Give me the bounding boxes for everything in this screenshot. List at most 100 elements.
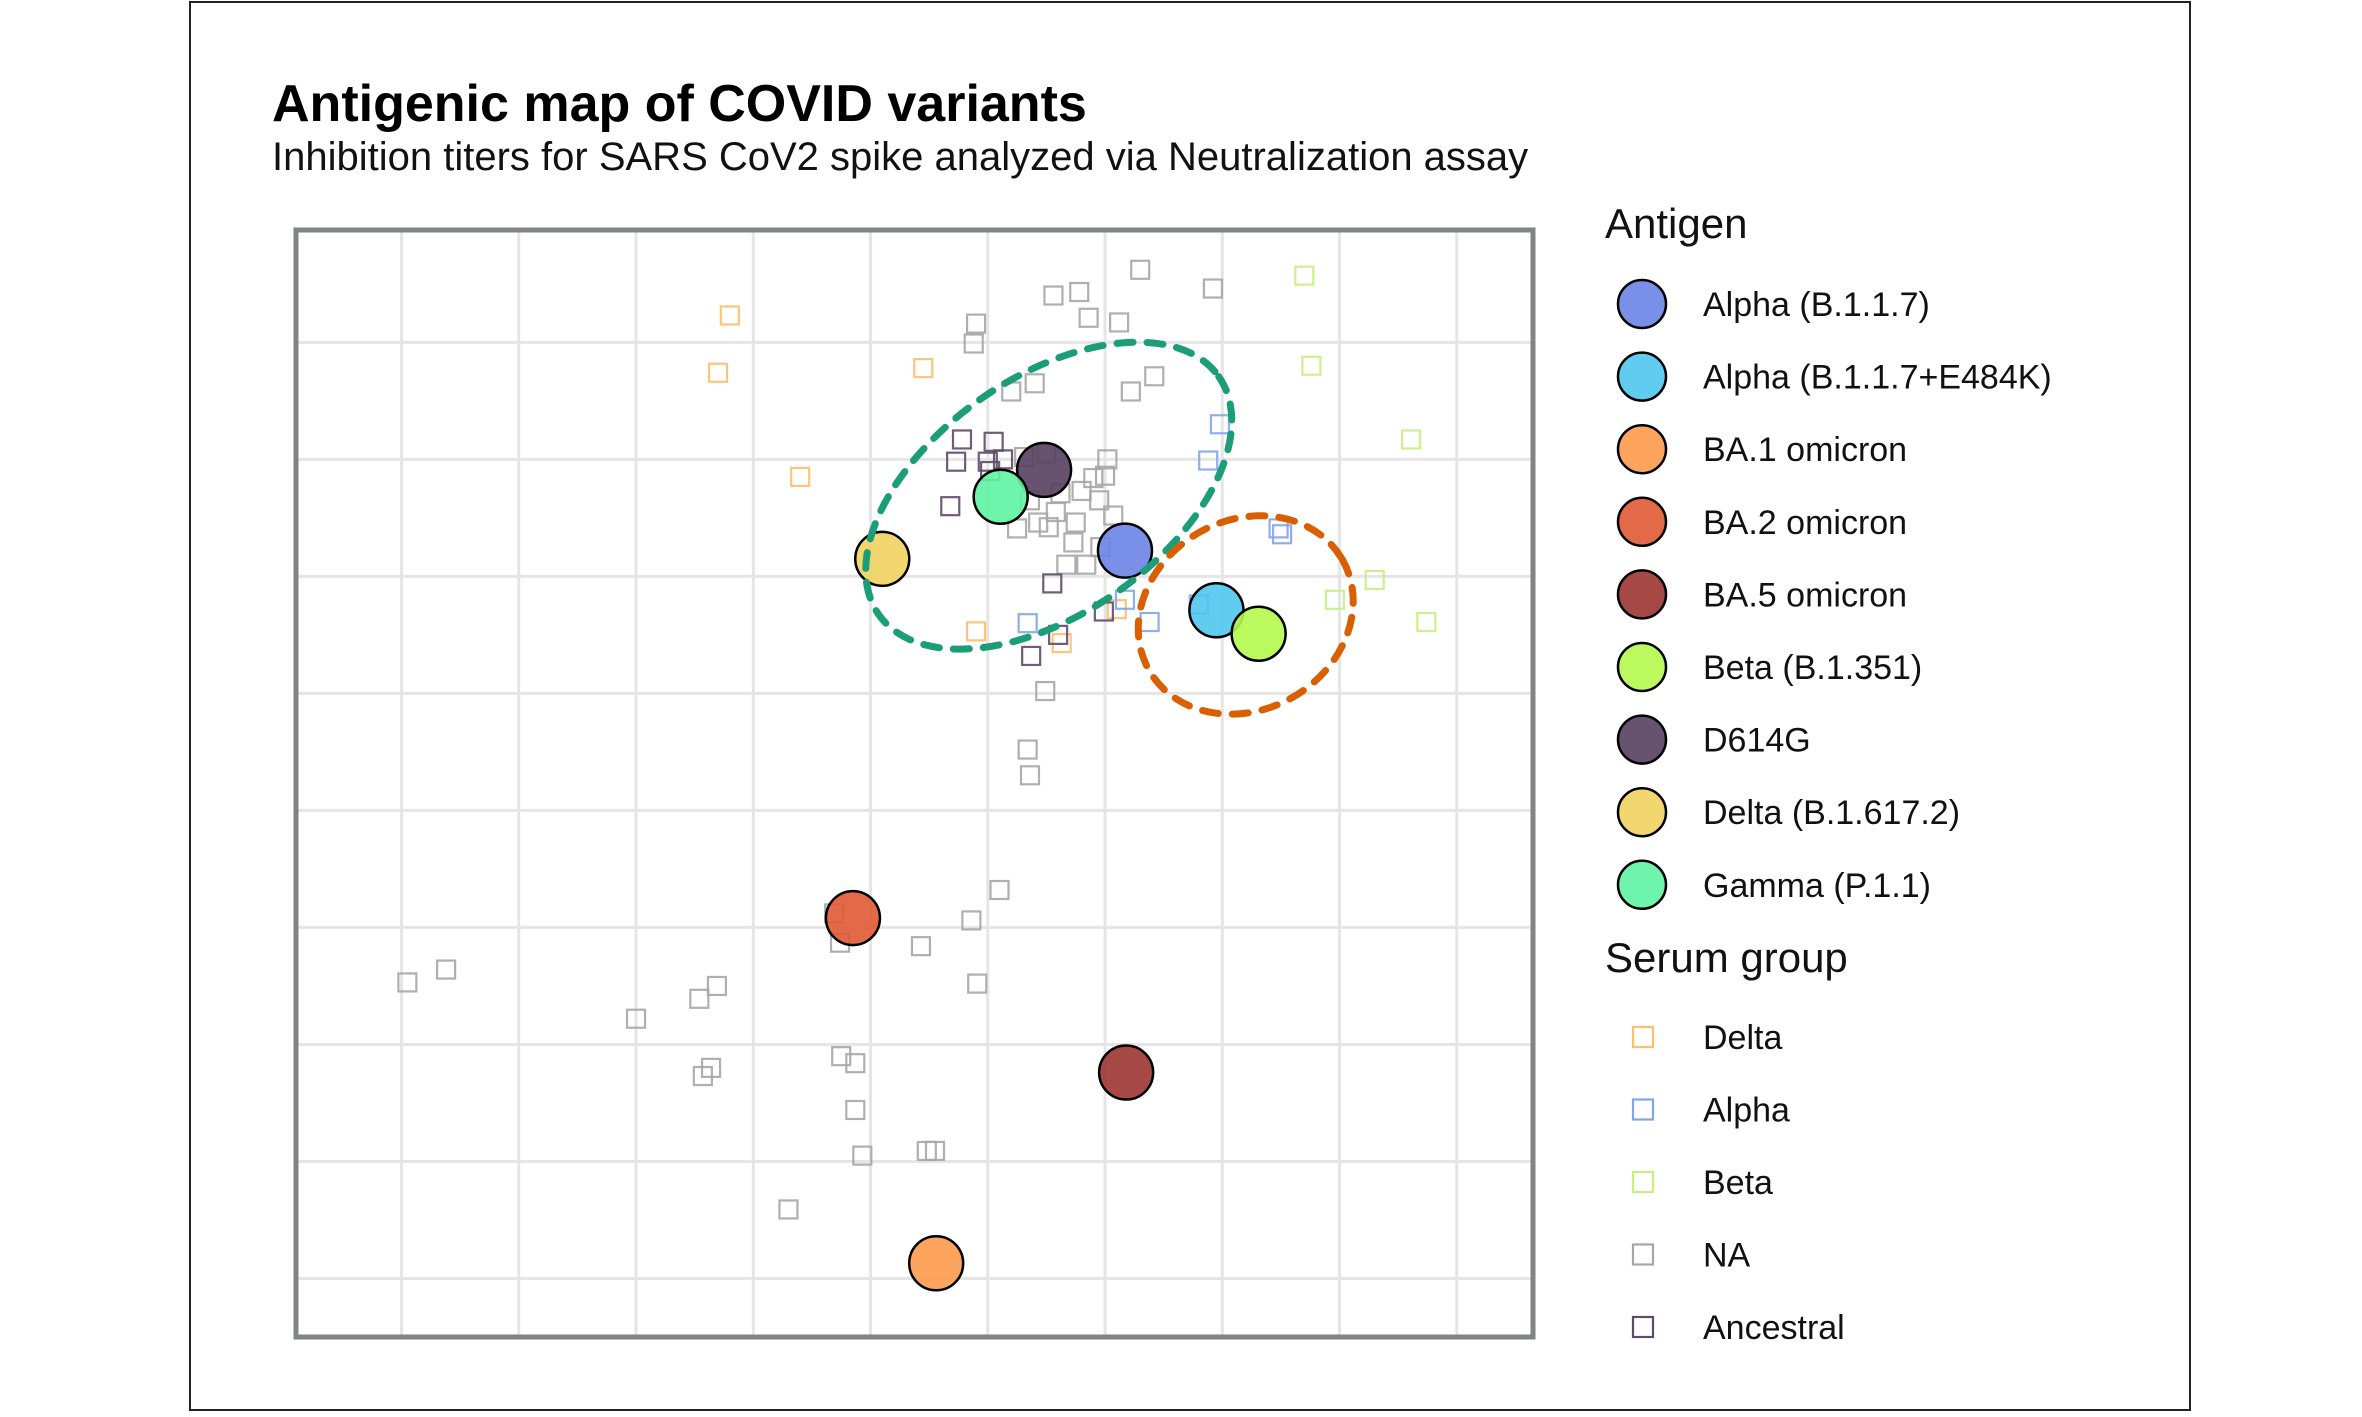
serum-point-alpha xyxy=(1114,589,1136,610)
serum-point-na xyxy=(1017,739,1038,760)
legend: Antigen Alpha (B.1.1.7) Alpha (B.1.1.7+E48… xyxy=(1605,200,2052,1347)
serum-point-na xyxy=(1083,467,1104,489)
antigen-point xyxy=(907,1235,965,1292)
serum-point-na xyxy=(1078,307,1099,328)
serum-point-na xyxy=(1045,501,1066,523)
legend-key-antigen xyxy=(1616,859,1668,911)
panel-background xyxy=(296,230,1533,1337)
serum-point-beta xyxy=(1364,569,1385,590)
legend-label-antigen: BA.1 omicron xyxy=(1703,431,1907,469)
serum-point-ancestral xyxy=(992,449,1014,470)
serum-point-delta xyxy=(708,362,729,383)
serum-point-ancestral xyxy=(940,496,961,517)
legend-label-antigen: BA.5 omicron xyxy=(1703,576,1907,614)
legend-key-serum xyxy=(1631,1315,1655,1339)
serum-point-beta xyxy=(1301,355,1322,376)
legend-label-serum: Alpha xyxy=(1703,1092,1790,1130)
serum-point-na xyxy=(1130,259,1151,280)
serum-point-na xyxy=(1019,765,1041,786)
legend-label-serum: Beta xyxy=(1703,1164,1773,1202)
panel-border xyxy=(293,227,1536,1340)
serum-point-na xyxy=(845,1099,866,1121)
serum-point-na xyxy=(397,972,418,993)
legend-label-antigen: D614G xyxy=(1703,722,1811,760)
legend-label-serum: Ancestral xyxy=(1703,1309,1845,1347)
legend-key-serum xyxy=(1631,1025,1655,1049)
serum-point-na xyxy=(706,975,728,997)
serum-point-na xyxy=(1043,285,1064,306)
legend-title-serum: Serum group xyxy=(1605,934,1848,981)
serum-point-beta xyxy=(1416,611,1437,633)
antigen-point xyxy=(1230,605,1287,662)
serum-point-na xyxy=(1035,680,1056,702)
antigen-point xyxy=(824,889,882,947)
legend-label-antigen: Beta (B.1.351) xyxy=(1703,649,1922,687)
legend-label-serum: Delta xyxy=(1703,1019,1782,1057)
serum-point-alpha xyxy=(1017,613,1038,634)
serum-point-na xyxy=(435,959,457,980)
serum-point-na xyxy=(1094,465,1116,486)
serum-point-na xyxy=(1202,278,1224,299)
serum-point-beta xyxy=(1400,429,1422,450)
legend-key-serum xyxy=(1631,1170,1655,1194)
serum-point-na xyxy=(1038,517,1059,538)
serum-point-na xyxy=(1097,449,1118,470)
serum-point-na xyxy=(963,333,984,354)
antigen-point xyxy=(854,530,911,588)
legend-key-antigen xyxy=(1616,278,1668,330)
chart-title: Antigenic map of COVID variants xyxy=(272,75,1087,133)
serum-point-na xyxy=(1103,505,1124,526)
serum-point-na xyxy=(689,988,710,1009)
serum-point-beta xyxy=(1294,265,1315,286)
serum-point-na xyxy=(989,879,1010,901)
legend-key-antigen xyxy=(1616,496,1668,548)
serum-point-na xyxy=(778,1199,799,1220)
serum-point-na xyxy=(1065,512,1086,533)
serum-point-na xyxy=(625,1008,647,1029)
legend-key-antigen xyxy=(1616,569,1668,620)
serum-point-na xyxy=(1144,366,1165,387)
legend-label-antigen: Gamma (P.1.1) xyxy=(1703,867,1931,905)
serum-point-na xyxy=(1069,281,1090,303)
serum-point-na xyxy=(692,1065,713,1087)
serum-point-na xyxy=(1076,554,1097,575)
serum-point-na xyxy=(910,936,932,957)
serum-point-alpha xyxy=(1271,524,1293,545)
serum-point-ancestral xyxy=(1021,645,1042,667)
legend-key-serum xyxy=(1631,1243,1655,1266)
legend-label-antigen: Alpha (B.1.1.7+E484K) xyxy=(1703,359,2052,397)
antigen-point xyxy=(1096,522,1154,579)
legend-label-antigen: Alpha (B.1.1.7) xyxy=(1703,286,1930,324)
antigen-point xyxy=(972,468,1029,526)
serum-point-delta xyxy=(719,305,740,326)
serum-point-na xyxy=(1024,373,1045,394)
legend-label-antigen: BA.2 omicron xyxy=(1703,504,1907,542)
serum-point-na xyxy=(1089,490,1110,511)
legend-label-antigen: Delta (B.1.617.2) xyxy=(1703,794,1960,832)
legend-key-antigen xyxy=(1616,351,1668,402)
serum-point-na xyxy=(1028,512,1049,533)
cluster-ellipse xyxy=(1134,512,1357,718)
cluster-ellipse xyxy=(862,338,1236,653)
legend-key-serum xyxy=(1631,1098,1655,1121)
serum-point-alpha xyxy=(1198,450,1219,471)
legend-key-antigen xyxy=(1616,641,1668,693)
serum-point-delta xyxy=(965,621,987,642)
legend-key-antigen xyxy=(1616,423,1668,475)
chart-subtitle: Inhibition titers for SARS CoV2 spike an… xyxy=(272,135,1529,179)
serum-point-na xyxy=(961,910,982,931)
antigen-point xyxy=(1097,1044,1155,1101)
serum-point-ancestral xyxy=(946,451,967,472)
serum-point-na xyxy=(1109,312,1130,333)
antigen-point xyxy=(1015,441,1073,499)
legend-key-antigen xyxy=(1616,714,1668,765)
legend-key-antigen xyxy=(1616,786,1668,838)
serum-point-na xyxy=(831,1046,852,1067)
serum-point-na xyxy=(965,313,987,334)
legend-label-serum: NA xyxy=(1703,1237,1751,1275)
serum-point-na xyxy=(967,973,988,994)
serum-point-ancestral xyxy=(951,429,973,450)
serum-point-na xyxy=(1063,532,1084,553)
legend-title-antigen: Antigen xyxy=(1605,200,1747,247)
serum-point-delta xyxy=(913,357,934,379)
